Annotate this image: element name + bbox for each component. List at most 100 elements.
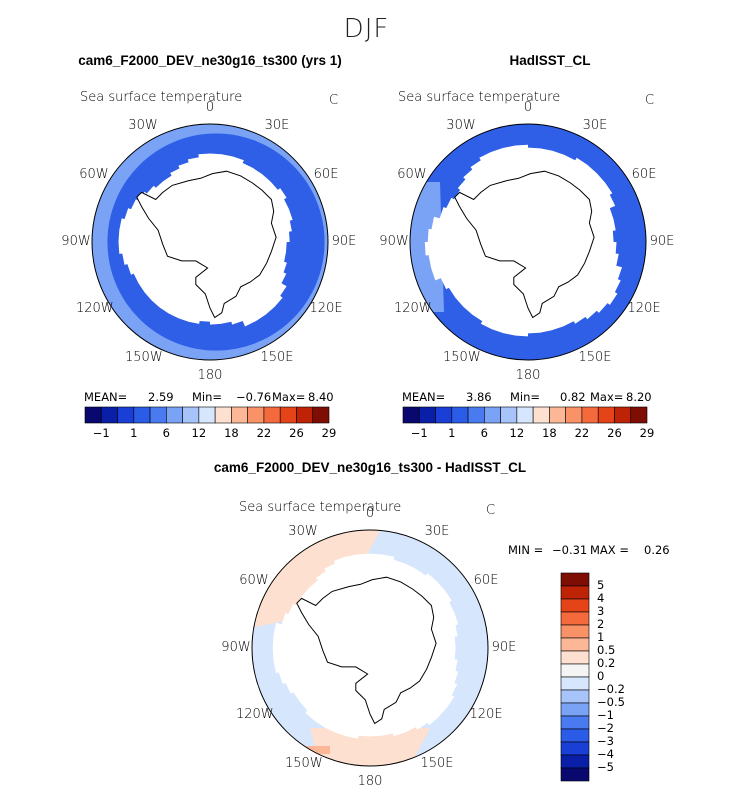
- lon-label: 90W: [221, 640, 251, 655]
- lon-label: 60W: [397, 167, 427, 182]
- lon-label: 0: [523, 100, 533, 115]
- colorbar-swatch: [549, 406, 566, 424]
- lon-label: 30W: [288, 523, 318, 539]
- panel-2-min-label: Min=: [510, 390, 541, 404]
- lon-label: 180: [197, 368, 223, 383]
- panel-1-variable: Sea surface temperature: [80, 90, 243, 105]
- lon-label: 150E: [578, 350, 612, 366]
- colorbar-swatch: [532, 406, 550, 424]
- colorbar-swatch: [451, 406, 469, 424]
- lon-label: 120E: [627, 301, 661, 316]
- figure-title: DJF: [343, 14, 390, 44]
- colorbar-swatch: [296, 406, 314, 424]
- panel-1-units: C: [329, 93, 339, 108]
- colorbar-tick: 3: [597, 604, 605, 618]
- colorbar-tick: 26: [289, 426, 304, 440]
- colorbar-swatch: [560, 676, 590, 691]
- colorbar-tick: 0.5: [597, 643, 616, 657]
- panel-3-units: C: [486, 503, 496, 518]
- panel-1-mean-label: MEAN=: [84, 390, 128, 404]
- colorbar-tick: 22: [256, 426, 272, 440]
- panel-1-min: −0.76: [236, 390, 272, 404]
- colorbar-swatch: [182, 406, 200, 424]
- colorbar-tick: −4: [597, 747, 614, 761]
- colorbar-tick: 29: [639, 426, 655, 440]
- lon-label: 30E: [424, 523, 450, 539]
- colorbar-tick: 22: [574, 426, 590, 440]
- colorbar-tick: −0.2: [597, 682, 625, 696]
- colorbar-swatch: [560, 585, 590, 600]
- colorbar-tick: 18: [542, 426, 557, 440]
- colorbar-swatch: [614, 406, 632, 424]
- panel-3-max-label: MAX =: [590, 543, 629, 557]
- panel-3-title: cam6_F2000_DEV_ne30g16_ts300 - HadISST_C…: [213, 460, 527, 475]
- lon-label: 120W: [75, 301, 114, 316]
- colorbar-swatch: [597, 406, 615, 424]
- panel-3-variable: Sea surface temperature: [239, 500, 402, 515]
- panel-1-mean: 2.59: [148, 390, 174, 404]
- panel-2-mean: 3.86: [466, 390, 492, 404]
- colorbar-tick: −5: [597, 760, 614, 774]
- colorbar-swatch: [560, 663, 590, 678]
- colorbar-swatch: [117, 406, 135, 424]
- lon-label: 150W: [285, 756, 323, 772]
- colorbar-tick: −0.5: [597, 695, 625, 709]
- colorbar-swatch: [560, 611, 590, 626]
- colorbar-tick: 12: [191, 426, 207, 440]
- colorbar-tick: −1: [597, 708, 614, 722]
- colorbar-tick: 4: [597, 591, 605, 605]
- colorbar-swatch: [263, 406, 281, 424]
- lon-label: 150W: [443, 350, 481, 366]
- colorbar-swatch: [435, 406, 453, 424]
- lon-label: 60E: [473, 573, 499, 588]
- lon-label: 90E: [331, 234, 357, 249]
- lon-label: 0: [205, 100, 215, 115]
- colorbar-swatch: [560, 728, 590, 743]
- lon-label: 30W: [128, 117, 158, 133]
- antarctica-coastline: [136, 170, 277, 319]
- colorbar-swatch: [500, 406, 518, 424]
- colorbar-swatch: [560, 702, 590, 717]
- lon-label: 30W: [446, 117, 476, 133]
- colorbar-swatch: [100, 406, 118, 424]
- colorbar-tick: −2: [597, 721, 614, 735]
- colorbar-swatch: [560, 572, 590, 587]
- colorbar-panel-3: [560, 572, 590, 782]
- colorbar-tick: 0: [597, 669, 605, 683]
- colorbar-swatch: [560, 624, 590, 639]
- colorbar-swatch: [247, 406, 265, 424]
- colorbar-tick: 26: [607, 426, 622, 440]
- lon-label: 120W: [393, 301, 432, 316]
- colorbar-tick: −1: [92, 426, 110, 440]
- colorbar-swatch: [484, 406, 501, 424]
- panel-1-max: 8.40: [308, 390, 334, 404]
- panel-2-max-label: Max=: [590, 390, 624, 404]
- panel-3-max: 0.26: [644, 543, 670, 557]
- colorbar-tick: 1: [448, 426, 456, 440]
- lon-label: 90E: [649, 234, 675, 249]
- colorbar-swatch: [231, 406, 248, 424]
- colorbar-swatch: [516, 406, 534, 424]
- lon-label: 150E: [260, 350, 294, 366]
- panel-1-title: cam6_F2000_DEV_ne30g16_ts300 (yrs 1): [78, 53, 342, 68]
- colorbar-swatch: [565, 406, 583, 424]
- colorbar-swatch: [279, 406, 297, 424]
- panel-2-variable: Sea surface temperature: [398, 90, 561, 105]
- colorbar-tick: 2: [597, 617, 605, 631]
- lon-label: 60W: [239, 573, 269, 588]
- colorbar-tick: −1: [410, 426, 428, 440]
- lon-label: 180: [357, 774, 383, 789]
- panel-1-min-label: Min=: [192, 390, 223, 404]
- colorbar-tick: 6: [162, 426, 170, 440]
- colorbar-tick: 12: [509, 426, 525, 440]
- colorbar-swatch: [84, 406, 102, 424]
- map-border: [251, 529, 489, 767]
- panel-2-min: 0.82: [560, 390, 586, 404]
- colorbar-swatch: [467, 406, 485, 424]
- colorbar-swatch: [560, 637, 590, 652]
- lon-label: 90E: [491, 640, 517, 655]
- lon-label: 0: [365, 506, 375, 521]
- lon-label: 30E: [264, 117, 290, 133]
- panel-2-max: 8.20: [626, 390, 652, 404]
- colorbar-swatch: [560, 715, 590, 730]
